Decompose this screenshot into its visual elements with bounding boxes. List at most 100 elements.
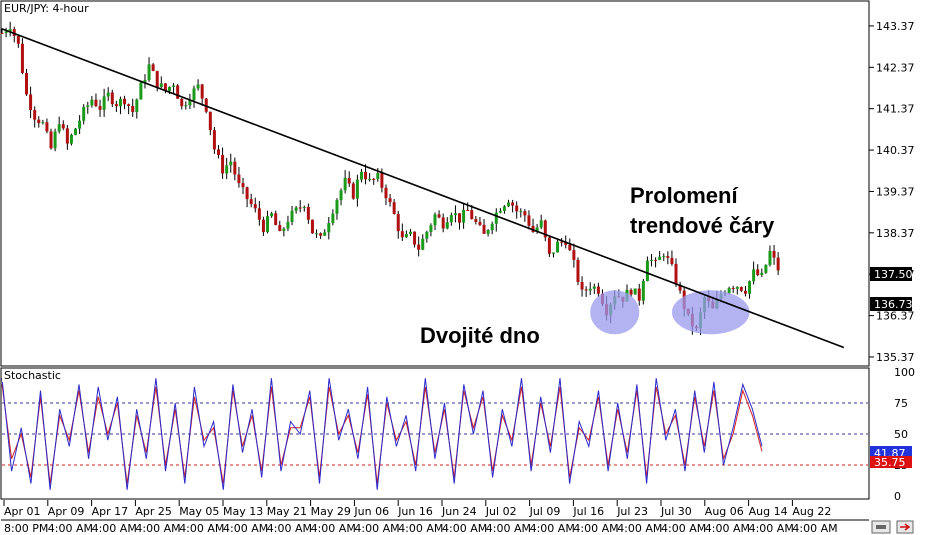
last-price-badge	[870, 267, 912, 281]
candle-body	[739, 287, 743, 291]
candle-body	[192, 88, 196, 101]
candle-body	[82, 106, 86, 121]
candle-body	[270, 213, 274, 217]
candle-body	[78, 120, 82, 129]
candle-body	[494, 212, 498, 224]
candle-body	[8, 29, 12, 32]
candle-body	[507, 202, 511, 207]
stoch-tick-label: 0	[894, 490, 901, 503]
candle-body	[588, 288, 592, 291]
candle-body	[731, 288, 735, 290]
date-tick-label: Jun 24	[441, 505, 477, 518]
stoch-tick-label: 50	[894, 428, 908, 441]
candle-body	[323, 232, 327, 236]
time-tick-label: 4:00 AM	[135, 522, 180, 535]
candle-body	[249, 199, 253, 205]
candle-body	[229, 161, 233, 166]
stoch-d-badge	[870, 456, 912, 468]
candle-body	[274, 213, 278, 226]
candle-body	[57, 124, 61, 132]
candle-body	[543, 220, 547, 238]
candle-body	[298, 207, 302, 209]
time-tick-label: 4:00 AM	[267, 522, 312, 535]
date-tick-label: Jun 16	[397, 505, 433, 518]
double-bottom-zone	[590, 290, 640, 335]
candle-body	[486, 230, 490, 234]
time-tick-label: 4:00 AM	[705, 522, 750, 535]
candle-body	[49, 131, 53, 149]
candle-body	[61, 124, 65, 129]
price-tick-label: 141.37	[876, 103, 915, 116]
candle-body	[372, 178, 376, 180]
candle-body	[727, 288, 731, 294]
candle-body	[355, 179, 359, 199]
candle-body	[241, 183, 245, 188]
candle-body	[670, 257, 674, 264]
candle-body	[547, 237, 551, 254]
subchart-title: Stochastic	[4, 369, 61, 382]
candle-body	[37, 119, 41, 124]
price-axis: 143.37 142.37 141.37 140.37 139.37 138.37 137.…	[869, 20, 915, 364]
candle-body	[388, 198, 392, 203]
candle-body	[645, 260, 649, 282]
time-tick-label: 4:00 AM	[223, 522, 268, 535]
candle-body	[776, 257, 780, 271]
candle-body	[4, 31, 8, 34]
subchart-title-bg	[2, 369, 56, 382]
candle-body	[282, 228, 286, 231]
candle-body	[376, 173, 380, 179]
time-tick-label: 8:00 PM	[4, 522, 48, 535]
candle-body	[310, 219, 314, 234]
window-title-bg	[2, 2, 84, 15]
date-tick-label: Aug 14	[749, 505, 788, 518]
candle-body	[531, 225, 535, 232]
time-tick-label: 4:00 AM	[486, 522, 531, 535]
candle-body	[102, 96, 106, 110]
candle-body	[245, 187, 249, 200]
candle-body	[29, 94, 33, 111]
candle-body	[637, 288, 641, 301]
candle-body	[184, 105, 188, 107]
price-tick-label: 140.37	[876, 144, 915, 157]
date-tick-label: Aug 06	[705, 505, 744, 518]
candle-body	[294, 207, 298, 211]
candle-body	[519, 211, 523, 213]
chart-scroll-icon[interactable]	[871, 520, 891, 534]
candle-body	[172, 85, 176, 87]
candle-body	[131, 105, 135, 113]
candle-body	[278, 225, 282, 231]
candle-body	[74, 128, 78, 135]
candle-body	[315, 233, 319, 235]
candle-body	[384, 187, 388, 199]
candle-body	[629, 289, 633, 295]
candle-body	[167, 86, 171, 91]
candle-body	[560, 241, 564, 243]
candle-body	[433, 214, 437, 226]
candle-body	[208, 111, 212, 131]
time-tick-label: 4:00 AM	[179, 522, 224, 535]
candle-body	[449, 215, 453, 223]
candle-body	[127, 104, 131, 106]
candle-body	[523, 211, 527, 216]
candle-body	[98, 106, 102, 110]
date-tick-label: Apr 17	[92, 505, 129, 518]
candle-body	[417, 244, 421, 250]
time-tick-label: 4:00 AM	[661, 522, 706, 535]
candle-body	[343, 177, 347, 191]
candle-body	[327, 223, 331, 233]
candle-body	[429, 225, 433, 232]
date-tick-label: Jul 30	[660, 505, 692, 518]
breakout-annotation-line1: Prolomení	[630, 183, 738, 208]
date-tick-label: Jul 23	[616, 505, 648, 518]
candle-body	[163, 83, 167, 91]
candle-body	[221, 154, 225, 174]
candle-body	[551, 252, 555, 254]
candle-body	[225, 165, 229, 174]
candle-body	[584, 289, 588, 291]
shift-end-icon[interactable]	[896, 520, 914, 534]
candle-body	[69, 134, 73, 144]
time-tick-label: 4:00 AM	[792, 522, 837, 535]
stoch-tick-label: 75	[894, 397, 908, 410]
candle-body	[764, 264, 768, 273]
